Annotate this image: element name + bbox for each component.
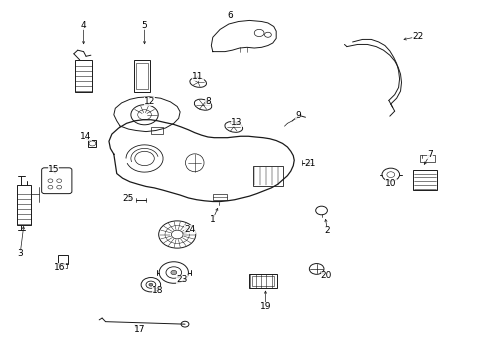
Text: 16: 16 [54,264,66,273]
Text: 19: 19 [259,302,271,311]
Text: 22: 22 [411,32,422,41]
Text: 18: 18 [152,286,163,295]
Text: 15: 15 [47,165,59,174]
Text: 12: 12 [143,96,155,105]
FancyBboxPatch shape [41,168,72,194]
Text: 23: 23 [176,275,187,284]
Text: 6: 6 [226,10,232,19]
Text: 13: 13 [231,118,243,127]
Circle shape [149,283,153,286]
Text: 8: 8 [204,96,210,105]
Text: 1: 1 [209,215,215,224]
Text: 10: 10 [384,179,396,188]
Text: 21: 21 [304,159,315,168]
Text: 7: 7 [426,150,432,159]
Text: 4: 4 [81,21,86,30]
Text: 11: 11 [192,72,203,81]
Text: 17: 17 [134,325,145,334]
Text: 3: 3 [17,249,23,258]
Circle shape [170,270,176,275]
Text: 14: 14 [80,132,92,141]
Text: 9: 9 [295,111,301,120]
Text: 24: 24 [184,225,195,234]
Text: 20: 20 [320,270,331,279]
Text: 25: 25 [122,194,134,203]
Text: 2: 2 [324,226,329,235]
Text: 5: 5 [142,21,147,30]
